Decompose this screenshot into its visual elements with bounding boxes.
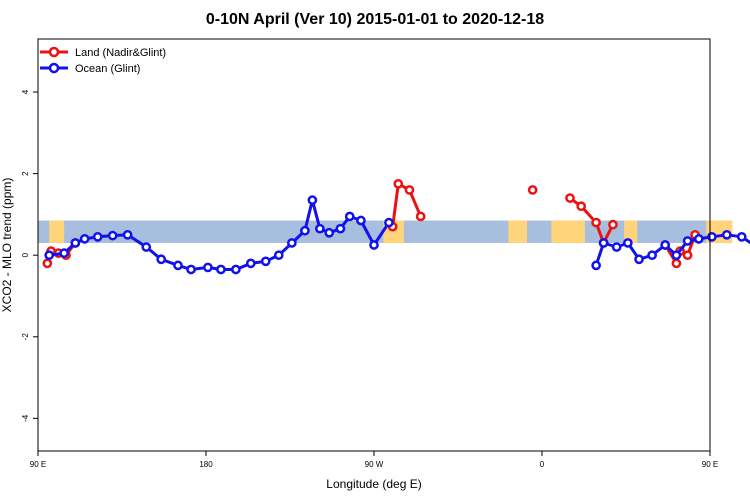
data-point (415, 211, 426, 222)
data-point (315, 223, 325, 234)
data-point (260, 256, 271, 267)
x-tick-label: 0 (540, 460, 545, 469)
x-tick-label: 90 E (702, 460, 718, 469)
data-point (693, 234, 704, 244)
y-tick-label: -4 (21, 414, 30, 422)
legend-marker-ocean (48, 62, 60, 74)
data-point (231, 264, 241, 275)
data-point (156, 254, 167, 265)
series-ocean (44, 195, 750, 275)
x-axis: 90 E 180 90 W 0 90 E (30, 451, 718, 469)
x-tick-label: 90 W (365, 460, 384, 469)
data-point (59, 248, 69, 259)
data-point (203, 262, 213, 273)
data-point (186, 264, 196, 275)
y-tick-label: 0 (21, 252, 30, 257)
data-point (591, 260, 601, 271)
data-point (344, 211, 355, 222)
ocean-band (38, 220, 710, 243)
legend: Land (Nadir&Glint) Ocean (Glint) (40, 46, 166, 75)
data-point (591, 217, 601, 228)
data-point (393, 178, 404, 189)
data-point (300, 225, 310, 236)
x-tick-label: 90 E (30, 460, 46, 469)
data-point (324, 227, 335, 238)
data-point (623, 238, 633, 248)
data-point (671, 258, 682, 269)
data-point (245, 258, 256, 269)
data-point (335, 223, 346, 234)
data-point (527, 185, 538, 195)
y-tick-label: -2 (21, 333, 30, 341)
data-point (707, 231, 717, 242)
data-point (122, 229, 133, 240)
data-point (173, 260, 183, 271)
data-point (44, 250, 55, 261)
data-point (107, 230, 118, 241)
data-point (42, 258, 53, 269)
data-point (736, 231, 747, 242)
data-point (287, 238, 297, 248)
land-band-segment (551, 220, 585, 243)
data-point (404, 185, 415, 195)
chart-title: 0-10N April (Ver 10) 2015-01-01 to 2020-… (206, 11, 544, 28)
data-point (216, 264, 226, 275)
y-axis-label: XCO2 - MLO trend (ppm) (0, 178, 14, 313)
data-point (273, 250, 284, 261)
data-point (647, 250, 657, 261)
legend-marker-land (48, 46, 60, 58)
legend-label-ocean: Ocean (Glint) (75, 63, 140, 75)
data-point (307, 195, 318, 205)
land-band-segment (624, 220, 638, 243)
land-band-segment (508, 220, 528, 243)
data-point (682, 236, 693, 246)
data-point (634, 254, 644, 265)
legend-label-land: Land (Nadir&Glint) (75, 47, 166, 59)
x-tick-label: 180 (199, 460, 213, 469)
data-point (660, 240, 671, 250)
series-layer (42, 178, 750, 275)
x-axis-label: Longitude (deg E) (326, 477, 421, 491)
data-point (611, 242, 622, 252)
series-line (391, 182, 423, 227)
data-point (671, 250, 682, 261)
data-point (384, 217, 394, 228)
y-tick-label: 4 (21, 89, 30, 94)
data-point (576, 201, 587, 212)
data-point (70, 238, 81, 248)
data-point (682, 250, 693, 261)
data-point (565, 193, 575, 203)
data-point (721, 229, 732, 240)
data-point (79, 234, 90, 244)
data-point (92, 231, 103, 242)
y-axis: -4 -2 0 2 4 (21, 89, 38, 422)
data-point (608, 219, 618, 230)
data-point (356, 215, 366, 226)
data-point (141, 242, 152, 252)
land-band-segment (49, 220, 65, 243)
data-point (598, 238, 609, 248)
data-point (369, 240, 379, 250)
y-tick-label: 2 (21, 171, 30, 176)
